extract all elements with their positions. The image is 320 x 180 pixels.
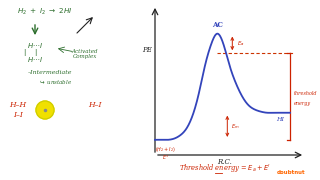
Text: PE: PE [142,46,152,54]
Text: $E°$: $E°$ [162,153,169,161]
Text: $H\cdots I$: $H\cdots I$ [27,55,43,64]
Text: AC: AC [212,21,223,29]
Text: $E_m$: $E_m$ [231,122,240,131]
Text: I–I: I–I [13,111,23,119]
Text: H–H: H–H [9,101,27,109]
Text: –Intermediate: –Intermediate [28,69,72,75]
Text: $H\cdots I$: $H\cdots I$ [27,40,43,50]
Text: $|\ \ \ \ |$: $|\ \ \ \ |$ [22,48,37,58]
Text: threshold: threshold [294,91,317,96]
Text: R.C.: R.C. [218,158,232,166]
Text: Activated
Complex: Activated Complex [72,49,98,59]
Text: $H_2\ +\ I_2\ \rightarrow\ 2HI$: $H_2\ +\ I_2\ \rightarrow\ 2HI$ [17,7,73,17]
Text: energy: energy [294,101,311,106]
Text: $\hookrightarrow$ unstable: $\hookrightarrow$ unstable [38,78,72,86]
Text: Threshold energy = $E_a + E'$: Threshold energy = $E_a + E'$ [179,162,271,174]
Text: H–I: H–I [88,101,102,109]
Text: $(H_2+I_2)$: $(H_2+I_2)$ [155,145,176,154]
Circle shape [36,101,54,119]
Text: doubtnut: doubtnut [276,170,305,175]
Text: HI: HI [276,117,284,122]
Text: $E_a$: $E_a$ [237,39,245,48]
